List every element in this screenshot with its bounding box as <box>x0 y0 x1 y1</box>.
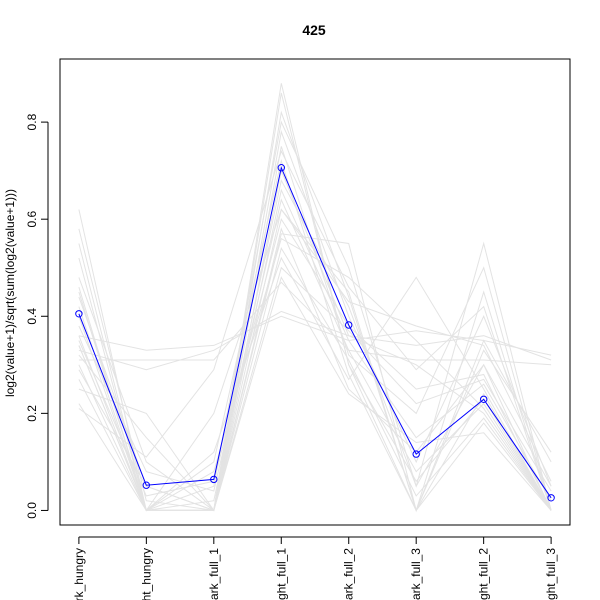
x-tick-label: dark_hungry <box>72 548 86 600</box>
series-lines <box>75 83 555 513</box>
x-tick-label: dark_full_1 <box>207 548 221 600</box>
y-tick-label: 0.0 <box>25 502 39 519</box>
highlight-point <box>277 164 285 172</box>
highlight-point <box>412 450 420 458</box>
background-series-line <box>78 227 552 511</box>
highlight-series-line <box>78 166 552 499</box>
background-series-line <box>78 237 552 512</box>
background-series-line <box>78 198 552 511</box>
background-series-line <box>78 83 552 511</box>
highlight-point <box>142 481 151 489</box>
chart-title: 425 <box>302 22 326 38</box>
highlight-point <box>345 321 353 329</box>
x-tick-label: dark_full_2 <box>342 548 356 600</box>
plot-frame <box>59 58 571 526</box>
background-series-line <box>78 315 552 356</box>
background-series-line <box>78 217 552 511</box>
background-series-line <box>78 310 552 371</box>
background-series-line <box>78 256 552 512</box>
x-tick-label: dark_full_3 <box>409 548 423 600</box>
background-series-line <box>78 110 552 512</box>
background-series-line <box>78 266 552 512</box>
background-series-line <box>78 129 552 511</box>
highlight-point <box>480 395 488 403</box>
background-series-line <box>78 208 552 512</box>
y-tick-label: 0.4 <box>25 308 39 325</box>
y-tick-label: 0.2 <box>25 405 39 422</box>
x-tick-label: light_hungry <box>139 548 153 600</box>
x-tick-label: light_full_1 <box>274 548 288 600</box>
background-series-line <box>78 158 552 512</box>
background-series-line <box>78 178 552 511</box>
background-series-line <box>78 120 552 512</box>
axes: 0.0 0.2 0.4 0.6 0.8 dark_hungry light_hungry da… <box>25 113 558 600</box>
y-tick-label: 0.6 <box>25 211 39 228</box>
x-tick-label: light_full_3 <box>544 548 558 600</box>
y-tick-label: 0.8 <box>25 113 39 130</box>
background-series-line <box>78 233 552 513</box>
highlight-point <box>547 494 555 502</box>
highlight-point <box>75 310 83 318</box>
background-series-line <box>78 247 552 512</box>
x-tick-label: light_full_2 <box>477 548 491 600</box>
highlight-point <box>210 475 218 484</box>
background-series-line <box>78 276 552 511</box>
y-axis-label: log2(value+1)/sqrt(sum(log2(value+1))) <box>3 189 17 397</box>
background-series-line <box>78 149 552 511</box>
background-series-line <box>78 281 552 366</box>
